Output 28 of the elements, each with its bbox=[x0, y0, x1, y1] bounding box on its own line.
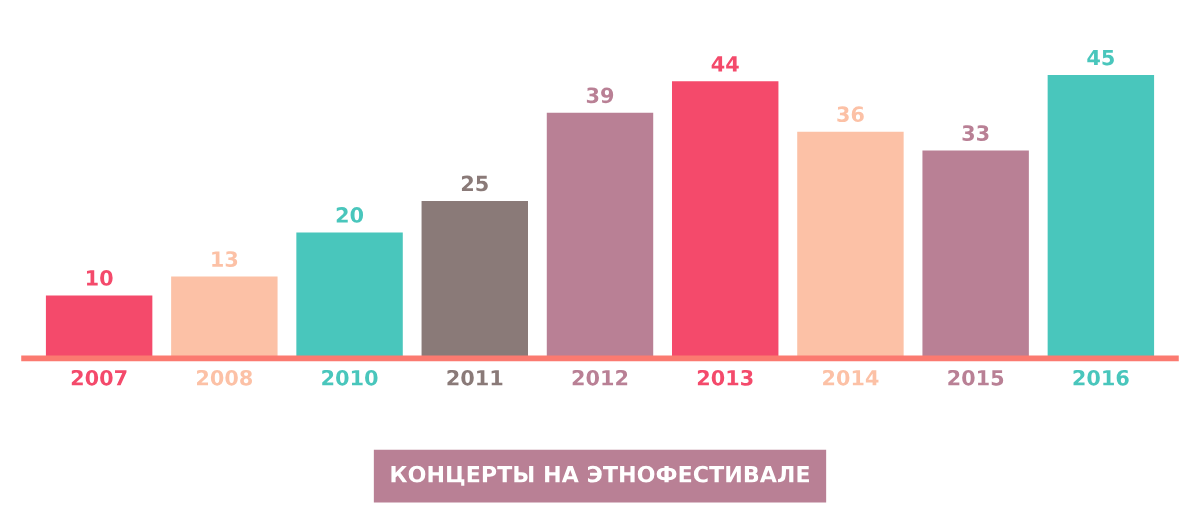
data-label: 13 bbox=[212, 251, 238, 267]
x-tick-label: 2014 bbox=[823, 369, 879, 386]
data-label: 39 bbox=[586, 87, 614, 104]
x-tick-label: 2012 bbox=[572, 369, 628, 386]
bar bbox=[797, 131, 904, 359]
x-tick-label: 2008 bbox=[197, 369, 253, 386]
data-label: 10 bbox=[86, 270, 113, 286]
data-label: 25 bbox=[461, 175, 488, 192]
data-label: 33 bbox=[962, 125, 989, 141]
x-tick-label: 2016 bbox=[1073, 369, 1129, 386]
bar bbox=[1047, 74, 1155, 359]
data-label: 36 bbox=[837, 106, 864, 123]
bar bbox=[171, 276, 278, 359]
bar bbox=[296, 232, 403, 359]
x-tick-label: 2013 bbox=[697, 369, 753, 386]
x-tick-label: 2011 bbox=[447, 369, 503, 386]
data-label: 45 bbox=[1087, 49, 1114, 66]
x-tick-label: 2010 bbox=[322, 369, 378, 386]
text: КОНЦЕРТЫ НА ЭТНОФЕСТИВАЛЕ bbox=[391, 465, 809, 486]
bar bbox=[672, 81, 779, 359]
bar bbox=[421, 200, 528, 359]
data-label: 44 bbox=[711, 56, 739, 72]
x-tick-label: 2015 bbox=[948, 369, 1004, 386]
bar bbox=[922, 150, 1029, 359]
x-tick-label: 2007 bbox=[71, 369, 127, 386]
bar bbox=[45, 295, 153, 359]
bar bbox=[546, 112, 654, 359]
data-label: 20 bbox=[336, 207, 364, 223]
